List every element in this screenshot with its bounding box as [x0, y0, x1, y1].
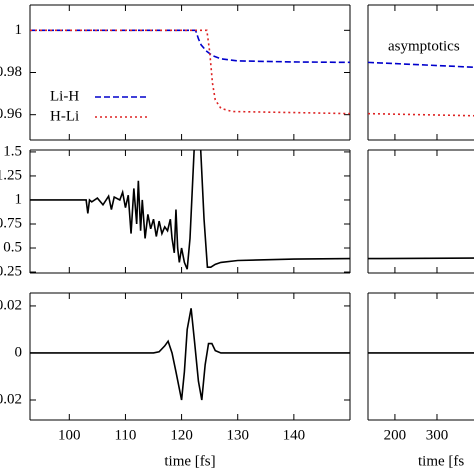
- legend-label: Li-H: [50, 88, 79, 104]
- y-tick-label: 1.25: [0, 167, 22, 183]
- x-tick-label: 300: [426, 427, 449, 443]
- series-line: [368, 112, 474, 117]
- y-tick-label: 1.5: [3, 143, 22, 159]
- y-tick-label: -0.02: [0, 391, 22, 407]
- y-tick-label: 0.96: [0, 106, 23, 122]
- plot-area: [30, 29, 350, 115]
- x-tick-label: 130: [226, 427, 249, 443]
- x-tick-label: 120: [170, 427, 193, 443]
- x-axis-label: time [fs: [418, 453, 464, 469]
- series-line: [368, 61, 474, 69]
- series-line: [30, 29, 350, 115]
- y-tick-label: 0.5: [3, 239, 22, 255]
- x-axis-label: time [fs]: [164, 453, 215, 469]
- x-tick-label: 110: [114, 427, 136, 443]
- y-tick-label: 0: [15, 344, 23, 360]
- series-line: [30, 29, 350, 64]
- series-line: [30, 150, 350, 270]
- series-line: [30, 308, 350, 401]
- y-tick-label: 0.25: [0, 263, 22, 279]
- y-tick-label: 1: [15, 191, 23, 207]
- y-tick-label: 0.02: [0, 297, 22, 313]
- plot-area: [30, 308, 350, 401]
- x-tick-label: 140: [283, 427, 306, 443]
- plot-area: [368, 61, 474, 117]
- plot-area: [30, 150, 350, 270]
- legend-label: H-Li: [50, 108, 79, 124]
- y-tick-label: 1: [15, 22, 23, 38]
- y-tick-label: 0.98: [0, 64, 22, 80]
- y-tick-label: 0.75: [0, 215, 22, 231]
- annotation: asymptotics: [388, 38, 460, 54]
- x-tick-label: 200: [384, 427, 407, 443]
- x-tick-label: 100: [58, 427, 81, 443]
